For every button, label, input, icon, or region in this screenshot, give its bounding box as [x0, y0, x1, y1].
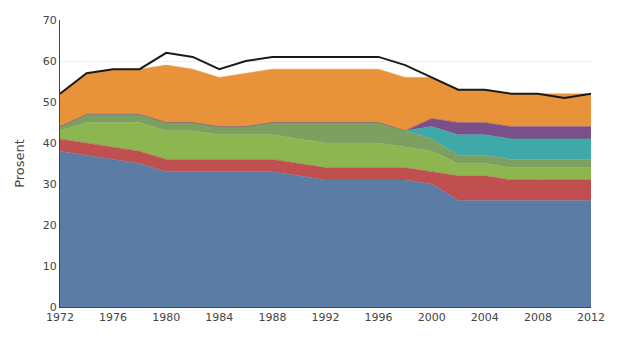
svg-text:Prosent: Prosent	[12, 139, 27, 188]
svg-text:40: 40	[43, 137, 57, 150]
svg-text:1980: 1980	[152, 311, 180, 324]
svg-text:70: 70	[43, 14, 57, 27]
svg-text:30: 30	[43, 178, 57, 191]
svg-text:2008: 2008	[524, 311, 552, 324]
svg-text:60: 60	[43, 55, 57, 68]
svg-text:50: 50	[43, 96, 57, 109]
svg-text:1984: 1984	[205, 311, 233, 324]
svg-text:1972: 1972	[46, 311, 74, 324]
svg-text:1996: 1996	[365, 311, 393, 324]
svg-text:1992: 1992	[312, 311, 340, 324]
svg-text:10: 10	[43, 260, 57, 273]
svg-text:2004: 2004	[471, 311, 499, 324]
svg-text:1976: 1976	[99, 311, 127, 324]
svg-text:20: 20	[43, 219, 57, 232]
svg-text:1988: 1988	[258, 311, 286, 324]
svg-text:2000: 2000	[418, 311, 446, 324]
svg-text:0: 0	[50, 301, 57, 314]
svg-text:2012: 2012	[577, 311, 605, 324]
